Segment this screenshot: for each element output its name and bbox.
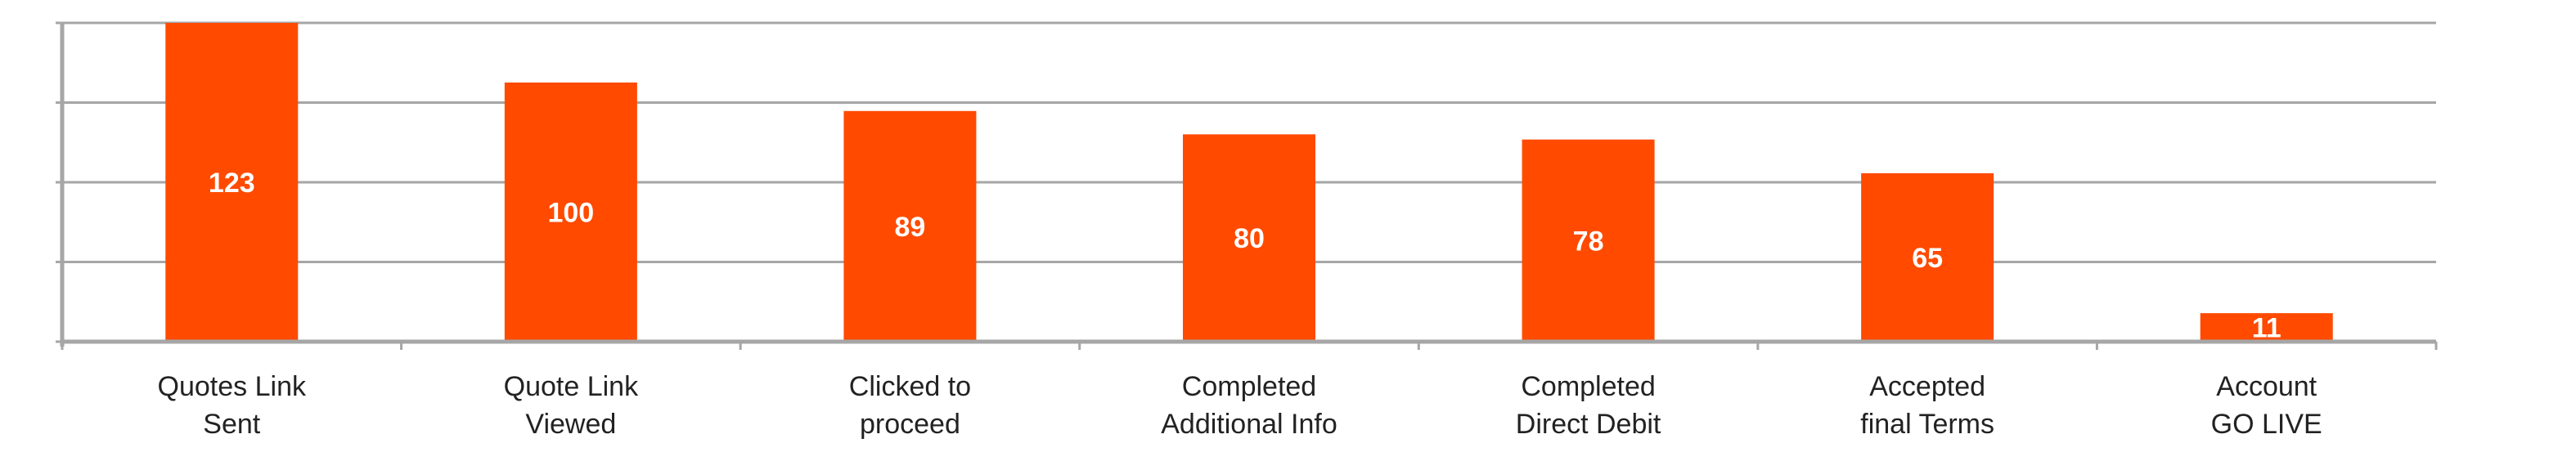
- x-tick-label: Account: [2216, 371, 2317, 402]
- bars-layer: [165, 23, 2333, 342]
- data-label: 123: [209, 168, 255, 199]
- x-tick-label: Viewed: [525, 409, 616, 440]
- x-tick-label: Direct Debit: [1516, 409, 1661, 440]
- data-label: 11: [2252, 313, 2282, 344]
- data-label: 100: [547, 197, 594, 228]
- data-label: 78: [1573, 226, 1604, 257]
- bar: [165, 23, 299, 342]
- axes-layer: [56, 21, 2438, 350]
- labels-layer: 123 Quotes Link Sent 100 Quote Link Viewed 89 C…: [158, 168, 2322, 440]
- x-tick-label: Quote Link: [504, 371, 639, 402]
- bar: [1183, 134, 1315, 342]
- bar: [504, 82, 637, 342]
- x-tick-label: Completed: [1521, 371, 1655, 402]
- bar: [2200, 313, 2333, 342]
- x-tick-label: proceed: [860, 409, 960, 440]
- x-tick-label: Sent: [203, 409, 260, 440]
- bar: [1861, 172, 1994, 342]
- data-label: 65: [1912, 243, 1943, 274]
- bar: [1522, 139, 1655, 342]
- x-tick-label: GO LIVE: [2211, 409, 2322, 440]
- data-label: 80: [1234, 223, 1265, 254]
- x-tick-label: Additional Info: [1161, 409, 1337, 440]
- x-tick-label: Accepted: [1869, 371, 1985, 402]
- x-tick-label: Quotes Link: [158, 371, 307, 402]
- data-label: 89: [895, 212, 926, 243]
- x-tick-label: Clicked to: [849, 371, 971, 402]
- x-tick-label: Completed: [1182, 371, 1316, 402]
- bar: [843, 110, 977, 342]
- x-tick-label: final Terms: [1860, 409, 1994, 440]
